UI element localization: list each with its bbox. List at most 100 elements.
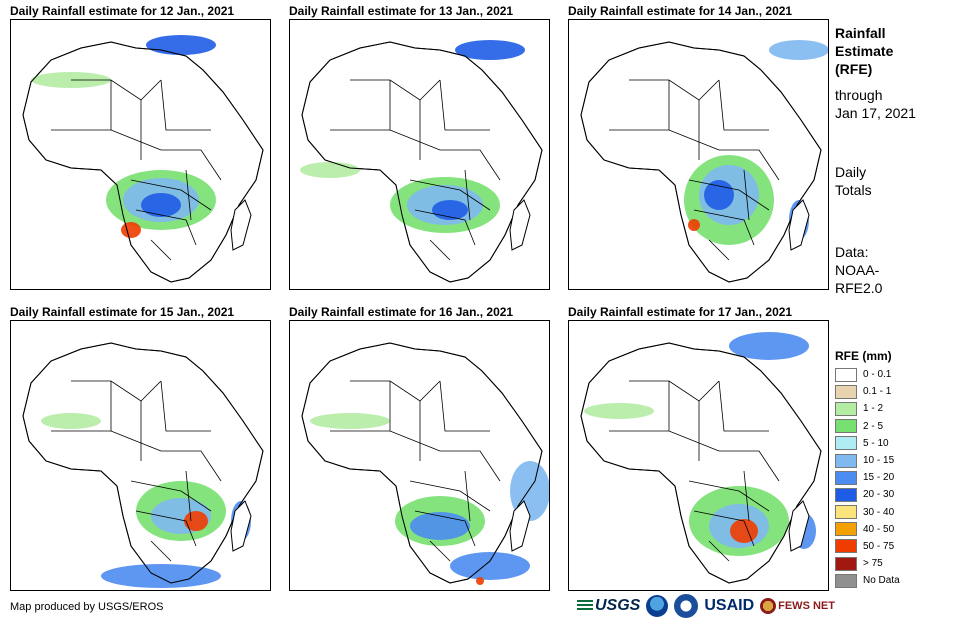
legend-swatch [835, 539, 857, 554]
fews-globe-icon [760, 598, 777, 614]
country-border [135, 209, 197, 246]
madagascar [509, 500, 531, 552]
legend-swatch [835, 470, 857, 485]
legend: 0 - 0.1 0.1 - 1 1 - 2 2 - 5 5 - 10 10 - 15 15 … [835, 366, 900, 589]
legend-label: 1 - 2 [863, 403, 884, 415]
legend-row: > 75 [835, 555, 900, 572]
panel-title-5: Daily Rainfall estimate for 16 Jan., 202… [289, 305, 514, 319]
rainfall-area [450, 552, 530, 580]
rainfall-area [141, 193, 181, 217]
side-data-line2: NOAA- [835, 262, 880, 278]
panel-title-1: Daily Rainfall estimate for 12 Jan., 202… [10, 4, 235, 18]
country-border [708, 540, 730, 562]
coastline [301, 41, 543, 283]
legend-swatch [835, 436, 857, 451]
legend-label: 15 - 20 [863, 472, 895, 484]
legend-swatch [835, 419, 857, 434]
country-border [439, 79, 490, 131]
country-border [51, 430, 162, 452]
usaid-logo: USAID [704, 597, 755, 614]
rainfall-area [704, 180, 734, 210]
legend-row: 1 - 2 [835, 400, 900, 417]
africa-landmass [22, 342, 264, 584]
panel-title-4: Daily Rainfall estimate for 15 Jan., 202… [10, 305, 235, 319]
country-border [464, 169, 471, 221]
panel-title-3: Daily Rainfall estimate for 14 Jan., 202… [568, 4, 793, 18]
side-data-line1: Data: [835, 244, 869, 260]
map-panel-12-jan [10, 19, 271, 290]
legend-swatch [835, 522, 857, 537]
africa-landmass [301, 342, 543, 584]
legend-swatch [835, 367, 857, 382]
legend-row: 0.1 - 1 [835, 383, 900, 400]
rainfall-area [729, 332, 809, 360]
legend-row: 15 - 20 [835, 469, 900, 486]
africa-landmass [580, 342, 822, 584]
legend-swatch [835, 556, 857, 571]
panel-title-2: Daily Rainfall estimate for 13 Jan., 202… [289, 4, 514, 18]
side-data-line3: RFE2.0 [835, 280, 883, 296]
country-border [718, 79, 769, 131]
rainfall-area [300, 162, 360, 178]
rainfall-area [455, 40, 525, 60]
rainfall-area [769, 40, 828, 60]
country-border [429, 239, 451, 261]
madagascar [788, 500, 810, 552]
country-border [135, 510, 197, 547]
panel-title-6: Daily Rainfall estimate for 17 Jan., 202… [568, 305, 793, 319]
rainfall-area [584, 403, 654, 419]
country-border [51, 129, 162, 151]
legend-swatch [835, 505, 857, 520]
country-border [330, 129, 441, 151]
country-border [185, 169, 192, 221]
legend-row: 50 - 75 [835, 538, 900, 555]
legend-label: 0 - 0.1 [863, 369, 892, 381]
fews-net-text: FEWS NET [778, 600, 835, 612]
usgs-logo-text: USGS [595, 597, 641, 614]
legend-swatch [835, 401, 857, 416]
country-border [71, 380, 162, 402]
legend-label: 5 - 10 [863, 437, 889, 449]
side-through-line2: Jan 17, 2021 [835, 105, 916, 121]
coastline [22, 41, 264, 283]
country-border [440, 450, 501, 482]
country-border [130, 480, 212, 512]
legend-row: 30 - 40 [835, 504, 900, 521]
country-border [464, 470, 471, 522]
legend-row: 2 - 5 [835, 418, 900, 435]
country-border [350, 79, 441, 101]
country-border [609, 129, 720, 151]
map-panel-15-jan [10, 320, 271, 591]
side-title: Rainfall Estimate (RFE) [835, 24, 893, 78]
legend-row: 0 - 0.1 [835, 366, 900, 383]
rainfall-area [476, 577, 484, 585]
coastline [22, 342, 264, 584]
country-border [743, 169, 750, 221]
country-border [688, 179, 770, 211]
rainfall-area [730, 519, 758, 543]
legend-label: 30 - 40 [863, 506, 895, 518]
legend-title: RFE (mm) [835, 349, 892, 363]
country-border [718, 380, 769, 432]
coastline [580, 41, 822, 283]
rainfall-area [121, 222, 141, 238]
credit-text: Map produced by USGS/EROS [10, 601, 164, 613]
country-border [409, 480, 491, 512]
country-border [330, 430, 441, 452]
side-title-line2: Estimate [835, 43, 894, 59]
logo-strip: USGS USAID FEWS NET [577, 594, 835, 618]
legend-label: 10 - 15 [863, 455, 895, 467]
country-border [350, 380, 441, 402]
country-border [719, 149, 780, 181]
legend-swatch [835, 487, 857, 502]
country-border [429, 540, 451, 562]
legend-label: 2 - 5 [863, 420, 884, 432]
fews-net-logo: FEWS NET [760, 598, 835, 614]
country-border [708, 239, 730, 261]
country-border [693, 209, 755, 246]
country-border [414, 510, 476, 547]
country-border [693, 510, 755, 547]
side-through: through Jan 17, 2021 [835, 86, 916, 122]
country-border [130, 179, 212, 211]
legend-row: 40 - 50 [835, 521, 900, 538]
